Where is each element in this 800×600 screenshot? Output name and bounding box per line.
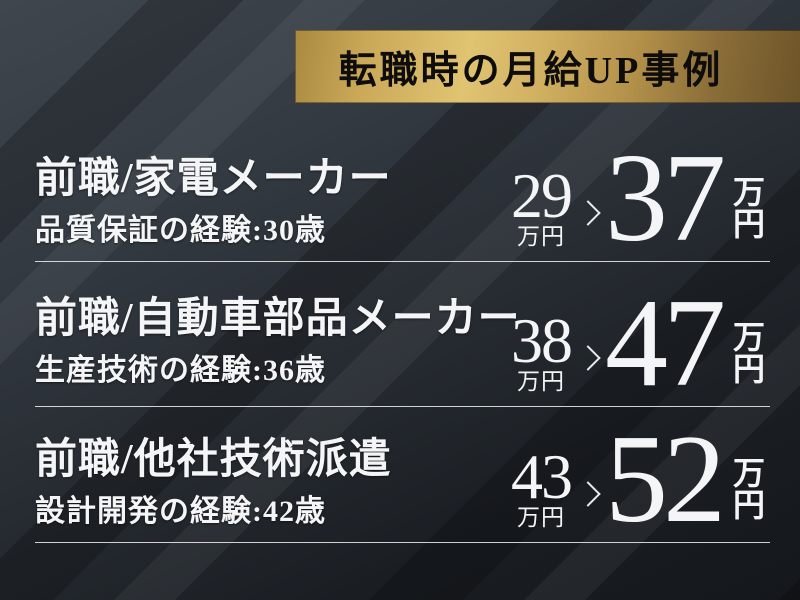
salary-after-unit-bottom: 円 bbox=[732, 487, 765, 524]
experience-subtitle: 品質保証の経験:30歳 bbox=[35, 214, 326, 248]
salary-before: 38 万円 bbox=[510, 305, 573, 394]
salary-before: 43 万円 bbox=[510, 441, 573, 530]
previous-job-title: 前職/他社技術派遣 bbox=[35, 437, 392, 483]
case-row-3: 前職/他社技術派遣 設計開発の経験:42歳 43 万円 52 万 円 bbox=[0, 407, 800, 543]
salary-before-unit: 万円 bbox=[516, 224, 565, 249]
title-banner: 転職時の月給UP事例 bbox=[295, 30, 800, 103]
salary-change: 29 万円 37 万 円 bbox=[510, 129, 765, 269]
salary-after-unit: 万 円 bbox=[733, 176, 765, 241]
case-row-1: 前職/家電メーカー 品質保証の経験:30歳 29 万円 37 万 円 bbox=[0, 129, 800, 269]
page-title: 転職時の月給UP事例 bbox=[338, 50, 724, 92]
salary-after-unit-bottom: 円 bbox=[732, 351, 765, 388]
case-text: 前職/家電メーカー 品質保証の経験:30歳 bbox=[35, 156, 392, 249]
salary-after-unit-top: 万 bbox=[732, 173, 765, 210]
chevron-right-icon bbox=[575, 481, 601, 507]
salary-change: 43 万円 52 万 円 bbox=[510, 410, 765, 550]
salary-after-amount: 47 bbox=[604, 274, 726, 414]
case-text: 前職/自動車部品メーカー 生産技術の経験:36歳 bbox=[35, 296, 521, 389]
salary-after-unit-bottom: 円 bbox=[732, 206, 765, 243]
salary-before-amount: 43 bbox=[510, 441, 573, 513]
previous-job-title: 前職/家電メーカー bbox=[35, 156, 392, 202]
salary-after-unit: 万 円 bbox=[733, 457, 765, 522]
salary-after-unit-top: 万 bbox=[732, 318, 765, 355]
experience-subtitle: 設計開発の経験:42歳 bbox=[35, 495, 326, 529]
salary-after-amount: 52 bbox=[604, 410, 726, 550]
salary-before-unit: 万円 bbox=[516, 505, 565, 530]
salary-before-amount: 38 bbox=[510, 305, 573, 377]
chevron-right-icon bbox=[575, 200, 601, 226]
case-row-2: 前職/自動車部品メーカー 生産技術の経験:36歳 38 万円 47 万 円 bbox=[0, 262, 800, 407]
experience-subtitle: 生産技術の経験:36歳 bbox=[35, 354, 326, 388]
salary-after-unit: 万 円 bbox=[733, 321, 765, 386]
salary-after-unit-top: 万 bbox=[732, 454, 765, 491]
salary-before-unit: 万円 bbox=[516, 369, 565, 394]
salary-before: 29 万円 bbox=[510, 160, 573, 249]
salary-after-amount: 37 bbox=[604, 129, 726, 269]
case-text: 前職/他社技術派遣 設計開発の経験:42歳 bbox=[35, 437, 392, 530]
salary-change: 38 万円 47 万 円 bbox=[510, 274, 765, 414]
salary-before-amount: 29 bbox=[510, 160, 573, 232]
chevron-right-icon bbox=[575, 345, 601, 371]
previous-job-title: 前職/自動車部品メーカー bbox=[35, 296, 521, 342]
